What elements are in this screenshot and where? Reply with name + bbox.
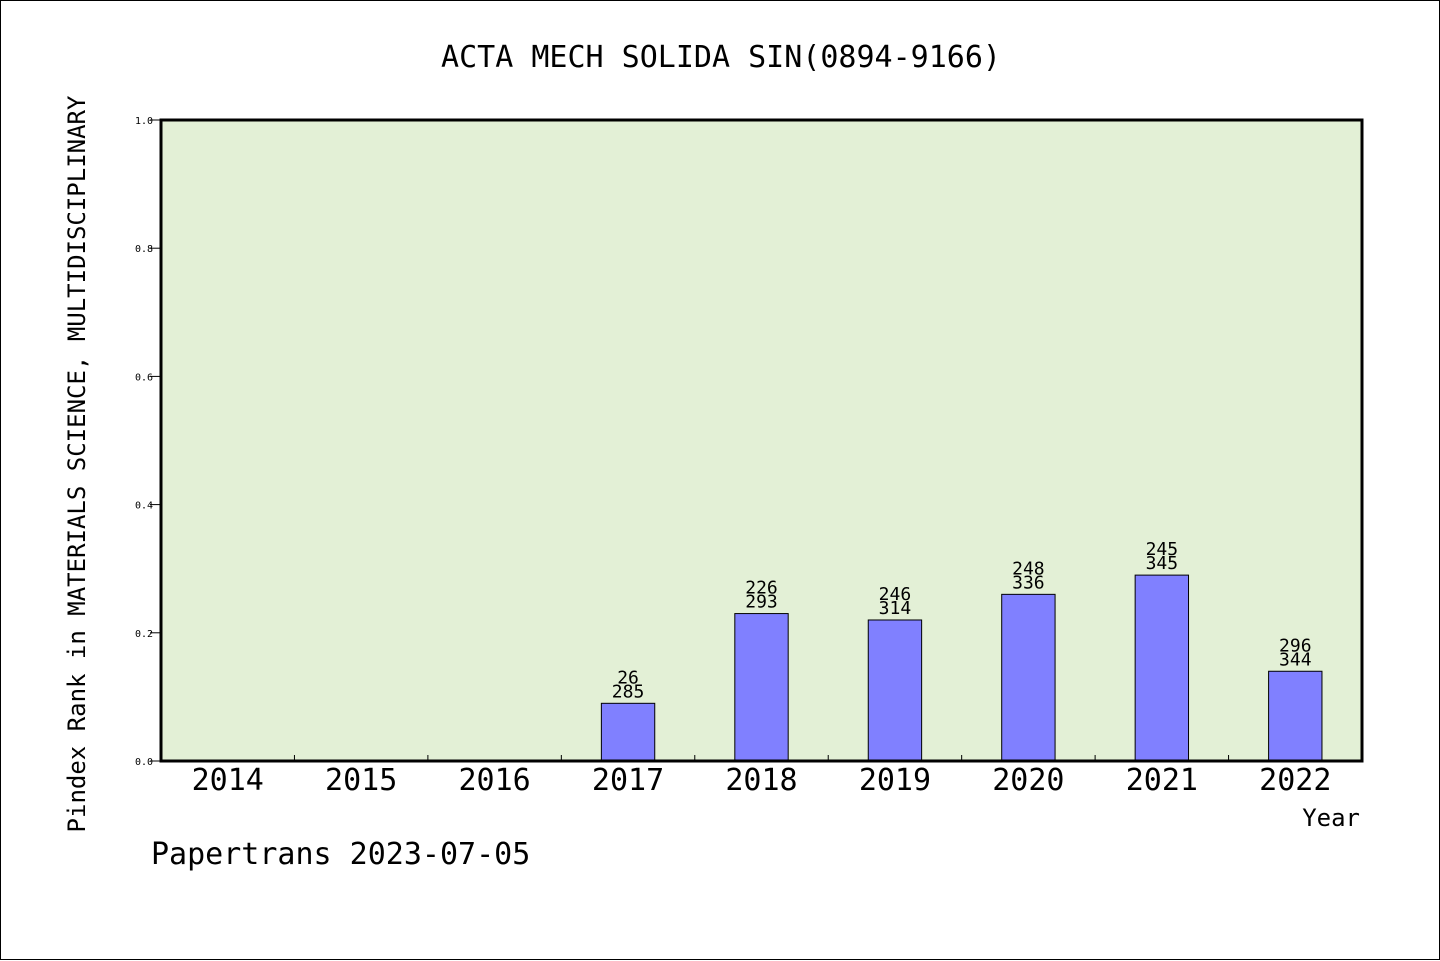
total-label: 336 xyxy=(1012,572,1045,593)
x-tick-label: 2015 xyxy=(325,763,397,798)
y-tick-label: 1.0 xyxy=(135,116,153,127)
rank-label: 245 xyxy=(1146,539,1179,560)
rank-label: 26 xyxy=(617,667,639,688)
y-tick-label: 0.0 xyxy=(135,757,153,768)
x-tick-label: 2016 xyxy=(458,763,530,798)
x-tick-label: 2017 xyxy=(592,763,664,798)
x-tick-label: 2018 xyxy=(725,763,797,798)
x-tick-label: 2022 xyxy=(1259,763,1331,798)
rank-label: 296 xyxy=(1279,635,1312,656)
plot-border xyxy=(159,118,1364,763)
y-axis-label: Pindex Rank in MATERIALS SCIENCE, MULTID… xyxy=(63,95,91,832)
y-tick-label: 0.4 xyxy=(135,501,153,512)
total-label: 344 xyxy=(1279,649,1312,670)
x-tick-label: 2014 xyxy=(192,763,264,798)
total-label: 285 xyxy=(612,681,645,702)
x-axis-label: Year xyxy=(1302,804,1360,832)
y-tick-label: 0.2 xyxy=(135,629,153,640)
rank-label: 248 xyxy=(1012,558,1045,579)
x-tick-label: 2021 xyxy=(1126,763,1198,798)
rank-label: 246 xyxy=(879,584,912,605)
bar-2022 xyxy=(1268,670,1323,762)
y-tick-label: 0.6 xyxy=(135,372,153,383)
bar-2018 xyxy=(734,613,789,762)
total-label: 314 xyxy=(879,598,912,619)
bars-group xyxy=(600,574,1323,762)
bar-2017 xyxy=(600,702,656,762)
y-tick-label: 0.8 xyxy=(135,244,153,255)
chart-title: ACTA MECH SOLIDA SIN(0894-9166) xyxy=(441,40,1001,75)
total-label: 293 xyxy=(745,592,778,613)
x-tick-label: 2019 xyxy=(859,763,931,798)
rank-label: 226 xyxy=(745,578,778,599)
x-tick-label: 2020 xyxy=(992,763,1064,798)
bar-2020 xyxy=(1001,593,1056,762)
bar-2021 xyxy=(1134,574,1190,762)
footer-credit: Papertrans 2023-07-05 xyxy=(151,837,530,872)
axis-ticks: 0.0 0.2 0.4 0.6 0.8 1.0 2014 2015 2016 2017 2018 20… xyxy=(135,116,1331,798)
total-label: 345 xyxy=(1146,553,1179,574)
bar-2019 xyxy=(867,619,923,762)
